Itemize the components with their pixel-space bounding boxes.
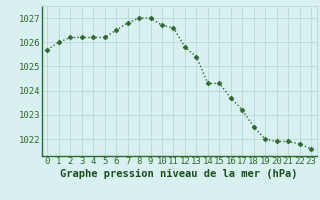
X-axis label: Graphe pression niveau de la mer (hPa): Graphe pression niveau de la mer (hPa) [60, 169, 298, 179]
